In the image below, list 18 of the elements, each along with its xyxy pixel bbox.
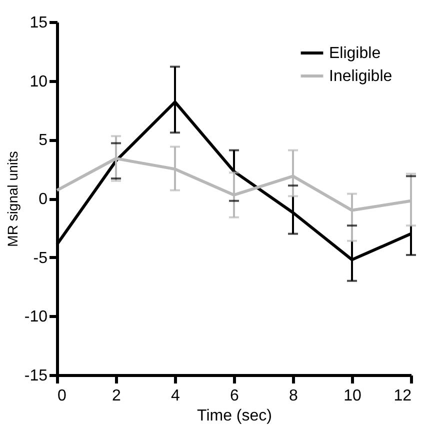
y-tick-label: 5 <box>38 132 48 150</box>
y-tick-label: 15 <box>30 14 48 32</box>
x-tick-label: 0 <box>58 388 66 404</box>
y-tick-label: -10 <box>24 308 48 326</box>
x-tick-label: 4 <box>171 388 180 404</box>
x-axis-title: Time (sec) <box>197 408 272 424</box>
y-axis-title: MR signal units <box>4 151 20 247</box>
x-tick-label: 6 <box>230 388 240 404</box>
y-tick-label: 0 <box>38 191 48 208</box>
legend-label: Ineligible <box>329 68 392 85</box>
x-tick-label: 10 <box>344 388 362 404</box>
x-tick-label: 8 <box>289 388 298 404</box>
legend-label: Eligible <box>329 45 381 62</box>
y-tick-label: 10 <box>30 73 48 90</box>
y-tick-label: -5 <box>33 250 48 267</box>
y-tick-label: -15 <box>24 368 48 384</box>
x-tick-label: 2 <box>112 388 122 404</box>
x-tick-label: 12 <box>394 388 412 404</box>
